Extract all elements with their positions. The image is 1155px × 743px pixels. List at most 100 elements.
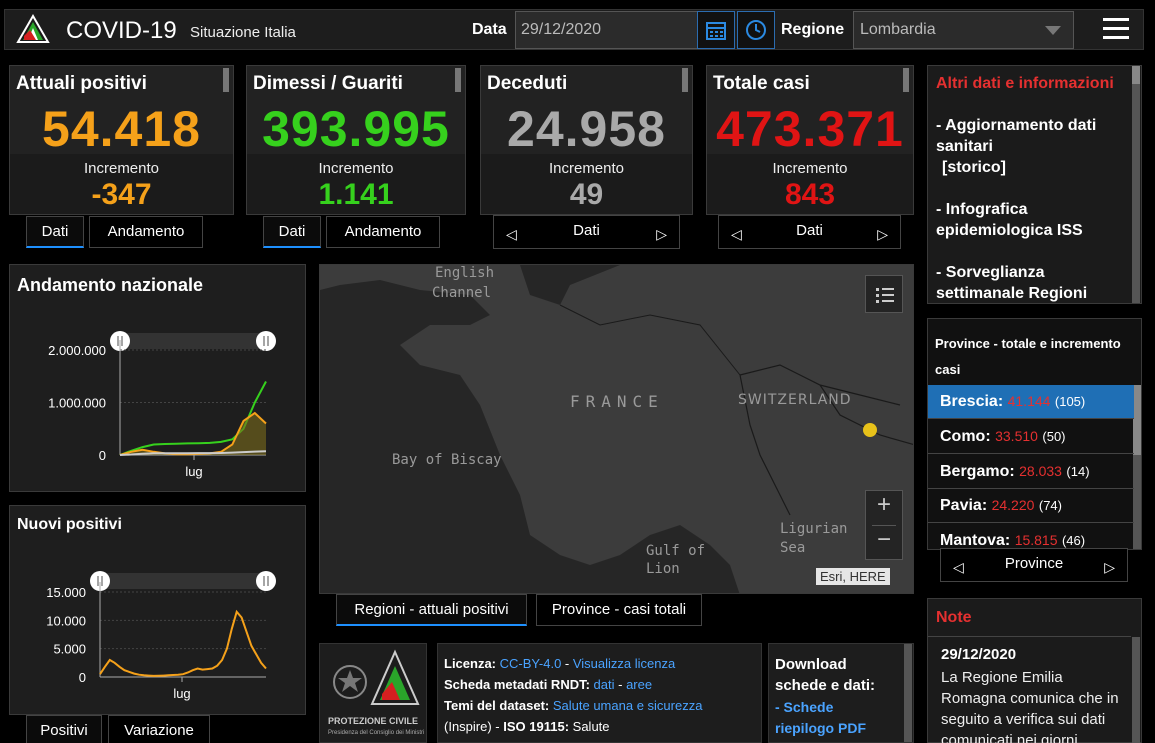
license-link[interactable]: CC-BY-4.0 xyxy=(499,656,562,671)
link-sorveglianza[interactable]: - Sorveglianza settimanale Regioni xyxy=(936,264,1088,302)
map-label-switzerland: SWITZERLAND xyxy=(738,392,852,408)
map-view[interactable]: English Channel FRANCE SWITZERLAND Bay o… xyxy=(319,264,914,594)
tab-positivi[interactable]: Positivi xyxy=(26,715,102,743)
range-slider-track[interactable] xyxy=(100,573,266,589)
province-name: Pavia: xyxy=(940,497,988,514)
link-storico[interactable]: [storico] xyxy=(942,159,1006,176)
y-tick-label: 2.000.000 xyxy=(48,343,106,358)
tab-dati[interactable]: Dati xyxy=(263,216,321,248)
date-input[interactable]: 29/12/2020 xyxy=(515,11,698,49)
scrollbar-thumb[interactable] xyxy=(1132,66,1140,84)
logos-panel: PROTEZIONE CIVILE Presidenza del Consigl… xyxy=(319,643,427,743)
province-row[interactable]: Como: 33.510 (50) xyxy=(928,420,1134,454)
scrollbar[interactable] xyxy=(455,68,461,92)
scrollbar-thumb[interactable] xyxy=(1133,385,1141,455)
scrollbar-track[interactable] xyxy=(1132,637,1140,743)
zoom-out-button[interactable]: − xyxy=(876,526,891,553)
metadata-aree-link[interactable]: aree xyxy=(626,677,653,692)
view-license-link[interactable]: Visualizza licenza xyxy=(572,656,676,671)
province-increment: (14) xyxy=(1066,464,1090,479)
map-label-channel: Channel xyxy=(432,285,491,301)
nav-label: Dati xyxy=(573,222,600,239)
themes-line: Temi del dataset: Salute umana e sicurez… xyxy=(444,695,755,716)
nav-label: Province xyxy=(1004,555,1064,572)
list-icon xyxy=(876,288,894,303)
logo-text: PROTEZIONE CIVILE xyxy=(328,716,419,726)
note-title: Note xyxy=(936,609,972,626)
iso-label: ISO 19115: xyxy=(503,719,570,734)
tab-regioni-attuali-positivi[interactable]: Regioni - attuali positivi xyxy=(336,594,527,626)
province-row[interactable]: Brescia: 41.144 (105) xyxy=(928,385,1134,419)
tab-andamento[interactable]: Andamento xyxy=(89,216,203,248)
scrollbar-track[interactable] xyxy=(1133,385,1141,549)
tab-variazione[interactable]: Variazione xyxy=(108,715,210,743)
scrollbar[interactable] xyxy=(223,68,229,92)
y-tick-label: 0 xyxy=(99,448,106,463)
tab-province-casi-totali[interactable]: Province - casi totali xyxy=(536,594,702,626)
stat-increment-label: Incremento xyxy=(318,160,394,177)
range-slider-track[interactable] xyxy=(120,333,266,349)
scrollbar-track[interactable] xyxy=(1132,66,1140,303)
tab-andamento[interactable]: Andamento xyxy=(326,216,440,248)
stat-increment-label: Incremento xyxy=(772,160,848,177)
region-marker[interactable] xyxy=(863,423,877,437)
map-attribution[interactable]: Esri, HERE xyxy=(816,568,890,585)
iso-line: (Inspire) - ISO 19115: Salute xyxy=(444,716,755,737)
province-increment: (74) xyxy=(1038,498,1062,513)
divider xyxy=(872,525,896,526)
next-icon[interactable]: ▷ xyxy=(1104,559,1115,575)
stat-tabs-attuali: Dati Andamento xyxy=(26,216,203,248)
province-row[interactable]: Pavia: 24.220 (74) xyxy=(928,489,1134,523)
next-icon[interactable]: ▷ xyxy=(877,226,888,242)
themes-link[interactable]: Salute umana e sicurezza xyxy=(552,698,703,713)
scrollbar-track[interactable] xyxy=(904,644,912,742)
province-total: 28.033 xyxy=(1019,463,1062,479)
link-aggiornamento-dati[interactable]: - Aggiornamento dati sanitari xyxy=(936,117,1097,155)
iso-value: Salute xyxy=(572,719,610,734)
map-label-ligurian: Ligurian xyxy=(780,521,847,537)
y-tick-label: 15.000 xyxy=(46,585,86,600)
logo-subtext: Presidenza del Consiglio dei Ministri xyxy=(328,730,425,736)
prev-icon[interactable]: ◁ xyxy=(953,559,964,575)
region-select[interactable]: Lombardia xyxy=(853,11,1074,49)
province-increment: (50) xyxy=(1042,429,1066,444)
link-infografica-iss[interactable]: - Infografica epidemiologica ISS xyxy=(936,201,1083,239)
download-panel: Download schede e dati: - Schede riepilo… xyxy=(768,643,914,743)
stat-tabs-guariti: Dati Andamento xyxy=(263,216,440,248)
province-name: Bergamo: xyxy=(940,463,1015,480)
stat-label: Attuali positivi xyxy=(16,73,147,94)
calendar-button[interactable] xyxy=(697,11,735,49)
stat-increment-value: 49 xyxy=(569,178,604,211)
map-label-france: FRANCE xyxy=(570,392,664,411)
stat-value: 473.371 xyxy=(716,101,904,157)
totale-casi-nav: ◁ Dati ▷ xyxy=(718,215,901,249)
hamburger-menu-button[interactable] xyxy=(1103,18,1129,40)
schede-riepilogo-link[interactable]: - Schede riepilogo PDF xyxy=(775,699,866,736)
series-line xyxy=(99,609,267,677)
range-slider-handle[interactable] xyxy=(256,571,276,591)
map-label-english: English xyxy=(435,265,494,281)
note-date: 29/12/2020 xyxy=(941,646,1017,663)
nuovi-positivi-panel: Nuovi positivi 15.000 10.000 5.000 0 lug xyxy=(9,505,306,715)
prev-icon[interactable]: ◁ xyxy=(731,226,742,242)
stat-attuali-positivi: Attuali positivi 54.418 Incremento -347 xyxy=(9,65,234,215)
stat-footer xyxy=(10,154,233,214)
stat-increment-value: 1.141 xyxy=(318,178,394,211)
prev-icon[interactable]: ◁ xyxy=(506,226,517,242)
province-row[interactable]: Bergamo: 28.033 (14) xyxy=(928,455,1134,489)
range-slider-handle[interactable] xyxy=(256,331,276,351)
stat-dimessi-guariti: Dimessi / Guariti 393.995 Incremento 1.1… xyxy=(246,65,466,215)
province-row[interactable]: Mantova: 15.815 (46) xyxy=(928,524,1134,558)
chart-tabs: Positivi Variazione xyxy=(26,715,210,743)
range-slider-handle[interactable] xyxy=(90,571,110,591)
province-name: Mantova: xyxy=(940,532,1011,549)
province-title: Province - totale e incremento casi xyxy=(935,336,1121,377)
time-button[interactable] xyxy=(737,11,775,49)
metadata-dati-link[interactable]: dati xyxy=(593,677,615,692)
legend-button[interactable] xyxy=(865,275,903,313)
zoom-in-button[interactable]: + xyxy=(876,491,891,518)
tab-dati[interactable]: Dati xyxy=(26,216,84,248)
next-icon[interactable]: ▷ xyxy=(656,226,667,242)
scrollbar[interactable] xyxy=(682,68,688,92)
scrollbar[interactable] xyxy=(903,68,909,92)
